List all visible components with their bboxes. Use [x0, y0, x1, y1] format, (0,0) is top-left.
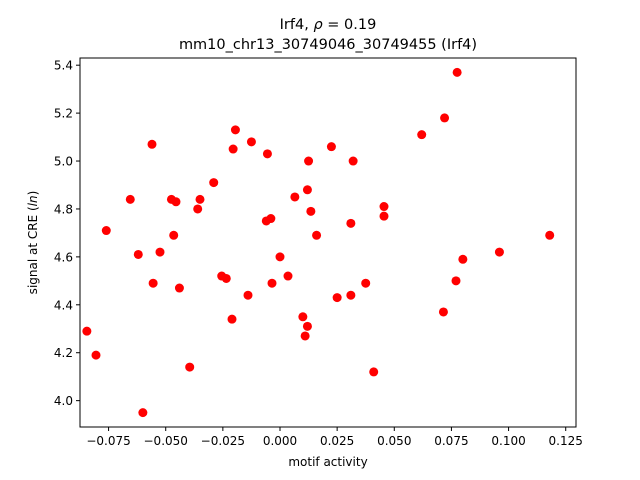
axes-frame: [79, 57, 577, 428]
data-point: [348, 156, 358, 166]
data-point: [332, 293, 342, 303]
data-point: [275, 252, 285, 262]
x-tick-label: 0.000: [263, 434, 297, 448]
x-axis-label: motif activity: [288, 455, 367, 469]
data-point: [221, 273, 231, 283]
y-tick-label: 4.2: [54, 346, 73, 360]
data-point: [300, 331, 310, 341]
y-tick-label: 4.4: [54, 298, 73, 312]
chart-title-line-1: Irf4, ρ = 0.19: [280, 17, 377, 33]
data-point: [283, 271, 293, 281]
data-point: [290, 192, 300, 202]
data-point: [298, 312, 308, 322]
data-point: [138, 408, 148, 418]
x-tick-label: −0.050: [144, 434, 188, 448]
data-point: [452, 67, 462, 77]
y-tick-label: 5.2: [54, 107, 73, 121]
y-tick-label: 4.8: [54, 202, 73, 216]
data-point: [545, 230, 555, 240]
plot-area: [82, 67, 555, 418]
data-point: [379, 202, 389, 212]
x-tick-label: 0.075: [434, 434, 468, 448]
data-point: [125, 194, 135, 204]
data-point: [312, 230, 322, 240]
y-tick-label: 4.0: [54, 394, 73, 408]
y-axis: 4.0 4.2 4.4 4.6 4.8 5.0 5.2 5.4: [54, 59, 80, 408]
data-point: [262, 149, 272, 159]
data-point: [417, 130, 427, 140]
data-point: [379, 211, 389, 221]
data-point: [209, 178, 219, 188]
data-point: [326, 142, 336, 152]
data-point: [227, 314, 237, 324]
data-point: [185, 362, 195, 372]
data-point: [346, 290, 356, 300]
data-point: [267, 278, 277, 288]
data-point: [101, 226, 111, 236]
data-point: [494, 247, 504, 257]
data-point: [306, 206, 316, 216]
x-tick-label: 0.100: [491, 434, 525, 448]
data-point: [304, 156, 314, 166]
y-axis-label: signal at CRE (ln): [26, 191, 40, 295]
data-point: [438, 307, 448, 317]
data-point: [440, 113, 450, 123]
data-point: [451, 276, 461, 286]
x-tick-label: −0.075: [86, 434, 130, 448]
data-point: [133, 249, 143, 259]
x-tick-label: 0.050: [377, 434, 411, 448]
y-tick-label: 4.6: [54, 250, 73, 264]
data-point: [148, 278, 158, 288]
data-point: [369, 367, 379, 377]
data-point: [147, 139, 157, 149]
data-point: [266, 214, 276, 224]
data-point: [82, 326, 92, 336]
x-axis: −0.075 −0.050 −0.025 0.000 0.025 0.050 0.075 0.…: [86, 427, 583, 448]
data-point: [171, 197, 181, 207]
data-point: [174, 283, 184, 293]
data-point: [228, 144, 238, 154]
data-point: [361, 278, 371, 288]
x-tick-label: −0.025: [201, 434, 245, 448]
y-tick-label: 5.0: [54, 155, 73, 169]
data-point: [346, 218, 356, 228]
data-point: [243, 290, 253, 300]
data-point: [302, 321, 312, 331]
x-tick-label: 0.125: [549, 434, 583, 448]
data-point: [91, 350, 101, 360]
data-point: [195, 194, 205, 204]
data-point: [458, 254, 468, 264]
chart-title-line-2: mm10_chr13_30749046_30749455 (Irf4): [179, 37, 477, 53]
data-point: [230, 125, 240, 135]
y-tick-label: 5.4: [54, 59, 73, 73]
data-point: [193, 204, 203, 214]
x-tick-label: 0.025: [320, 434, 354, 448]
data-point: [302, 185, 312, 195]
data-point: [246, 137, 256, 147]
data-point: [169, 230, 179, 240]
data-point: [155, 247, 165, 257]
